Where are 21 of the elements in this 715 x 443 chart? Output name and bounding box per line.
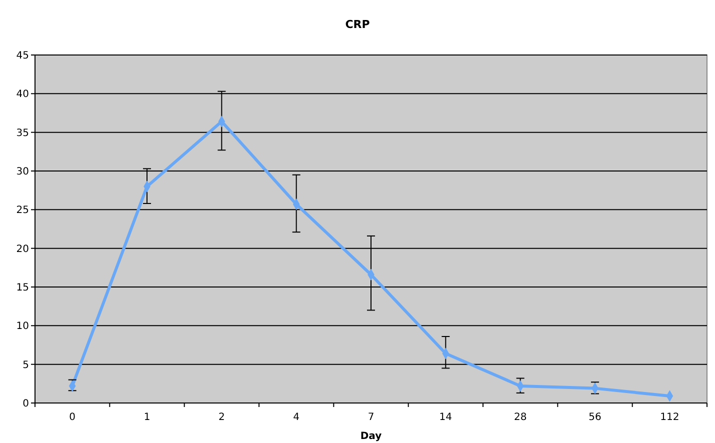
x-tick-label: 7 — [368, 412, 374, 423]
y-tick-label: 25 — [16, 205, 29, 216]
y-tick-label: 35 — [16, 128, 29, 139]
x-tick-label: 2 — [218, 412, 225, 423]
x-tick-label: 4 — [293, 412, 300, 423]
x-tick-label: 28 — [514, 412, 527, 423]
x-tick-label: 56 — [588, 412, 602, 423]
y-tick-label: 0 — [22, 398, 29, 410]
chart-title: CRP — [345, 18, 370, 31]
x-tick-label: 112 — [660, 412, 680, 423]
y-tick-label: 15 — [16, 282, 29, 294]
x-tick-label: 1 — [144, 412, 150, 423]
y-tick-label: 45 — [16, 50, 29, 62]
x-axis-title: Day — [360, 431, 382, 442]
y-tick-label: 20 — [16, 244, 29, 255]
y-tick-label: 5 — [22, 360, 29, 371]
y-tick-label: 40 — [16, 89, 29, 100]
y-tick-label: 10 — [16, 321, 29, 332]
y-tick-label: 30 — [16, 166, 29, 178]
x-tick-label: 14 — [439, 412, 452, 423]
x-tick-label: 0 — [69, 412, 76, 423]
